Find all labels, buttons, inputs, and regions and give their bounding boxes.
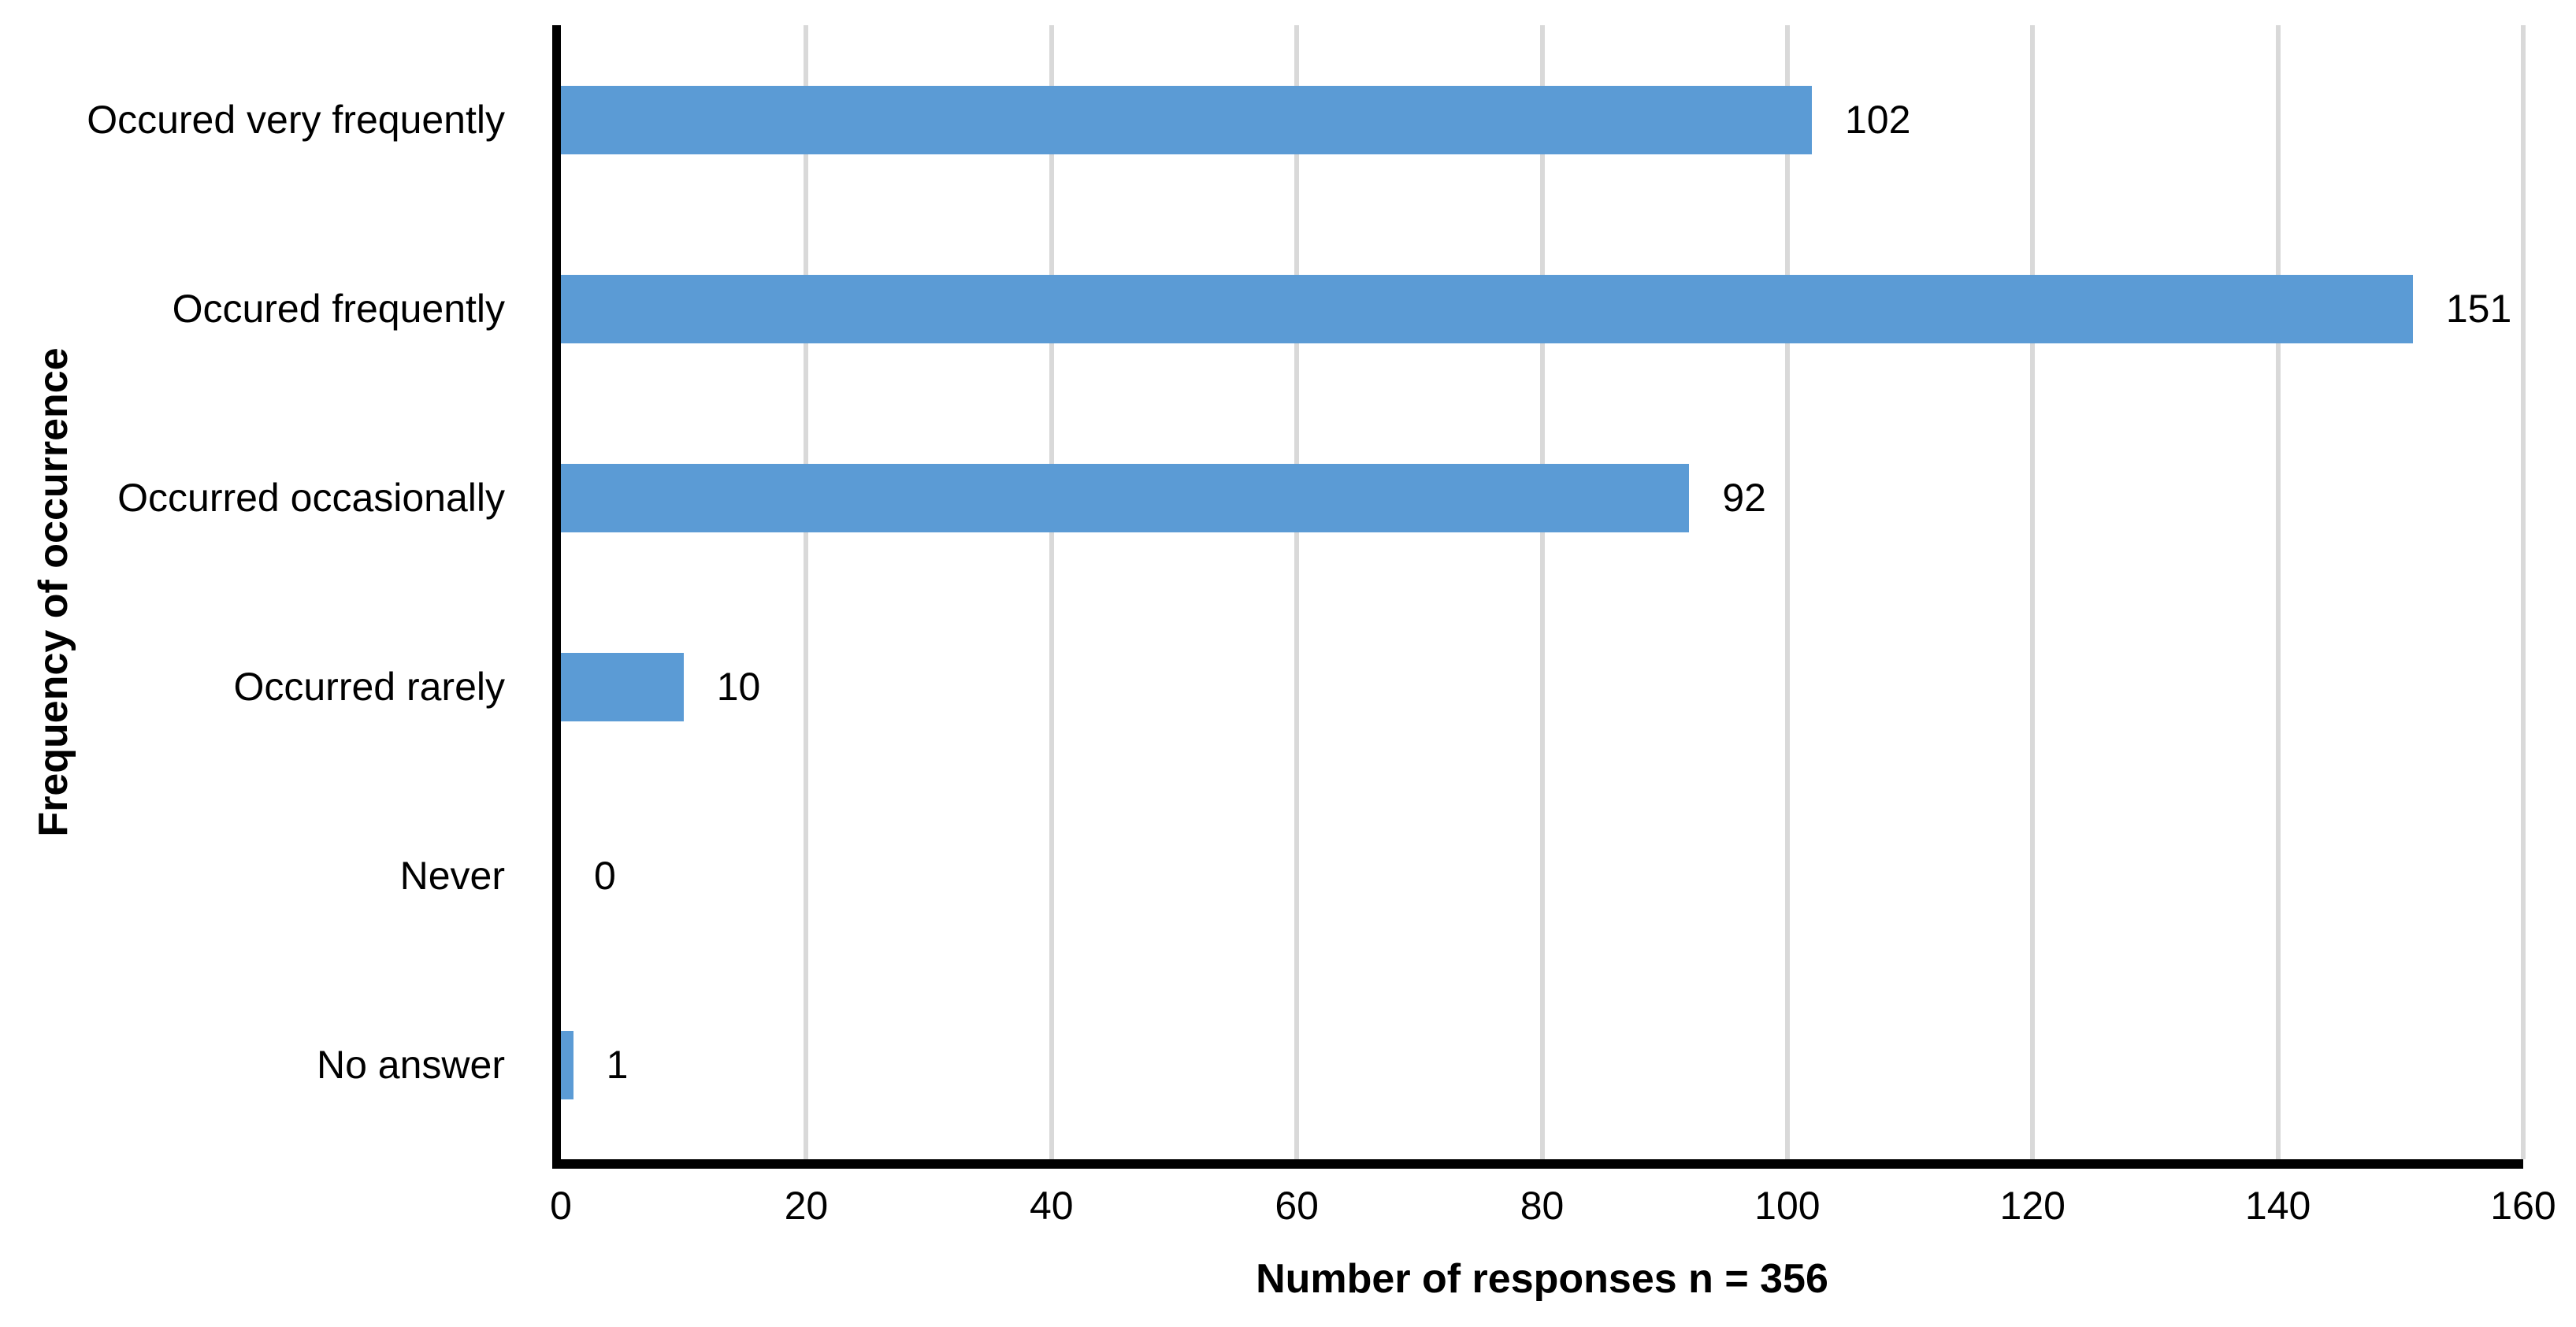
category-label: Occured frequently [172,287,505,331]
bar-row: 10 [561,592,2523,781]
bar-row: 0 [561,781,2523,970]
x-tick-label: 160 [2490,1184,2556,1228]
x-tick-label: 120 [1999,1184,2066,1228]
bar-row: 151 [561,214,2523,403]
bar-row: 1 [561,970,2523,1159]
bar-value-label: 92 [1722,476,1766,520]
category-label: Occured very frequently [87,98,505,142]
bar [561,652,684,721]
gridline-60 [1294,25,1300,1159]
bar-value-label: 0 [594,854,616,898]
gridline-120 [2030,25,2036,1159]
category-label: Never [399,854,505,898]
bar [561,463,1690,532]
gridline-160 [2521,25,2526,1159]
bar-value-label: 10 [716,665,761,709]
x-tick-label: 100 [1754,1184,1821,1228]
category-label: No answer [317,1043,505,1087]
category-label: Occurred rarely [233,665,505,709]
bar [561,274,2413,343]
gridline-100 [1784,25,1790,1159]
gridline-80 [1539,25,1545,1159]
x-tick-label: 0 [550,1184,572,1228]
bar [561,85,1812,154]
x-axis-title: Number of responses n = 356 [1256,1256,1828,1302]
x-tick-label: 80 [1520,1184,1565,1228]
category-axis-labels: Occured very frequently Occured frequentl… [0,25,529,1159]
bar-series: 102 151 92 10 0 1 [561,25,2523,1159]
bar-value-label: 151 [2445,287,2512,331]
bar-value-label: 102 [1845,98,1911,142]
bar-row: 92 [561,403,2523,592]
gridline-40 [1049,25,1054,1159]
gridline-140 [2275,25,2281,1159]
category-label: Occurred occasionally [117,476,505,520]
x-tick-label: 40 [1029,1184,1074,1228]
bar-value-label: 1 [606,1043,629,1087]
gridline-20 [804,25,809,1159]
x-tick-label: 20 [784,1184,829,1228]
x-axis-tick-labels: 0 20 40 60 80 100 120 140 160 [550,1184,2556,1236]
x-tick-label: 140 [2244,1184,2311,1228]
bar [561,1030,573,1099]
x-tick-label: 60 [1275,1184,1319,1228]
bar-row: 102 [561,25,2523,214]
plot-area: 102 151 92 10 0 1 [552,25,2526,1169]
